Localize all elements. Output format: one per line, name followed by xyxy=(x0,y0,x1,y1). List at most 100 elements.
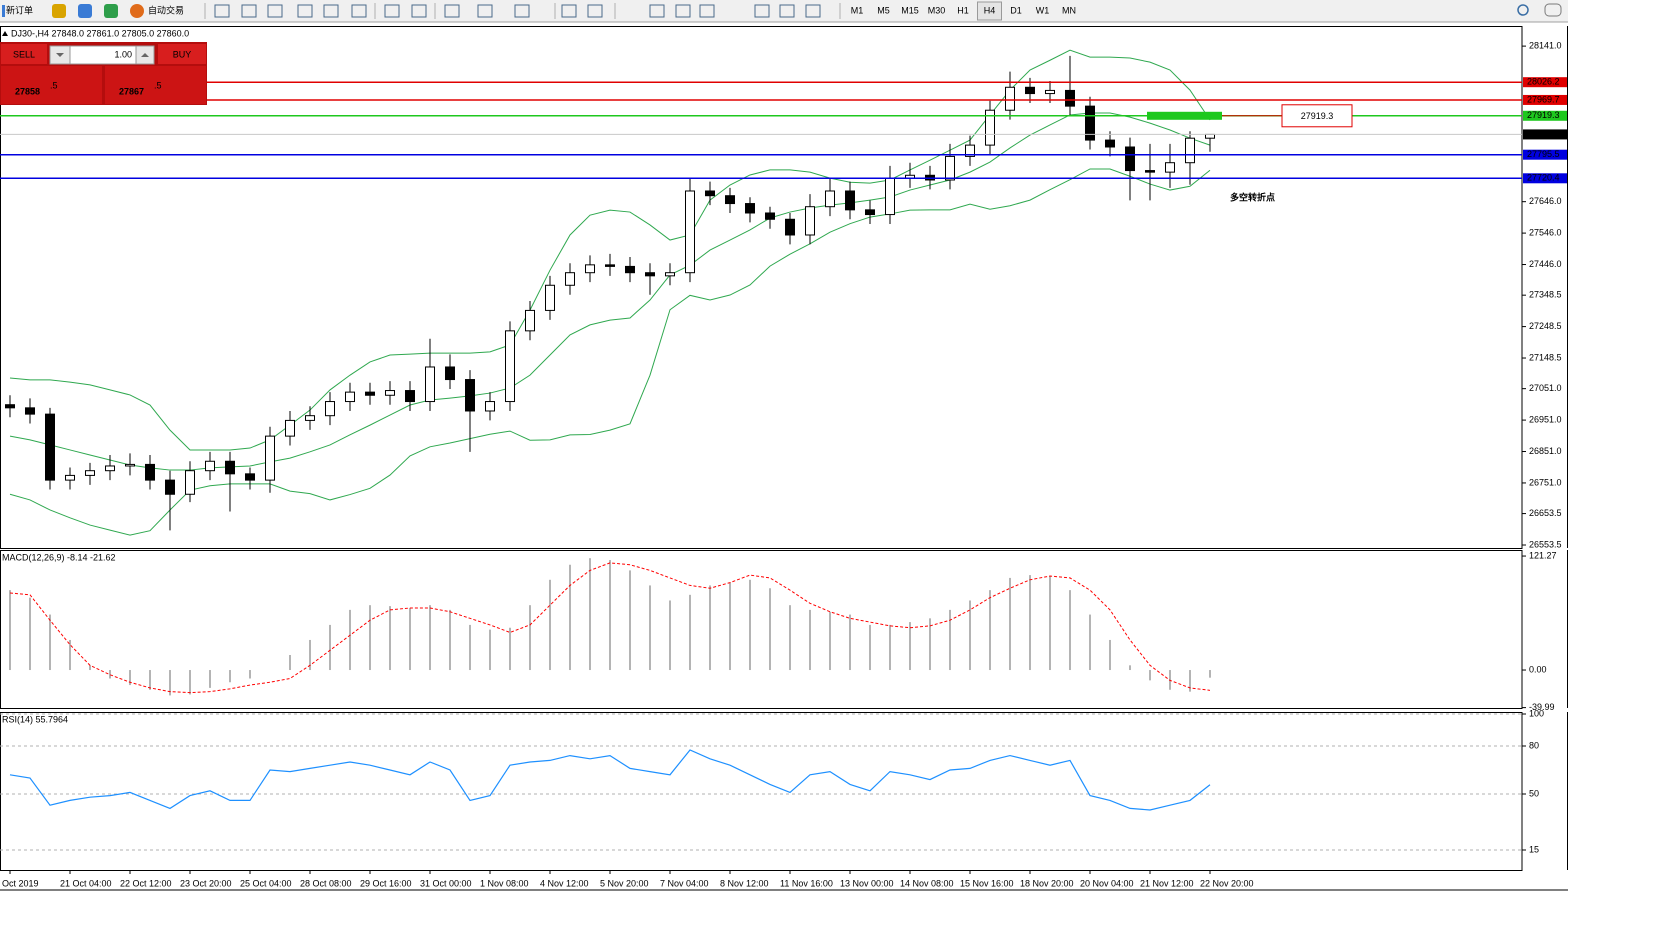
toolbar-icon[interactable] xyxy=(323,4,339,18)
candle-body xyxy=(325,401,335,417)
timeframe-button[interactable]: M15 xyxy=(901,5,919,15)
toolbar-icon[interactable] xyxy=(267,4,283,18)
sell-label[interactable]: SELL xyxy=(13,49,35,59)
toolbar-icon[interactable] xyxy=(214,4,230,18)
y-tick-label: 27546.0 xyxy=(1529,227,1562,237)
candle-body xyxy=(465,379,475,412)
pane-title: RSI(14) 55.7964 xyxy=(2,714,68,724)
new-order-button[interactable]: 新订单 xyxy=(6,4,33,15)
y-tick-label: 26851.0 xyxy=(1529,446,1562,456)
toolbar-icon[interactable] xyxy=(444,4,460,18)
price-level-box xyxy=(1523,149,1567,160)
x-tick-label: 28 Oct 08:00 xyxy=(300,878,352,888)
pane-frame xyxy=(0,550,1523,709)
candle-body xyxy=(205,460,215,472)
candle-body xyxy=(1125,146,1135,172)
price-level-box xyxy=(1523,129,1567,140)
toolbar-icon[interactable] xyxy=(699,4,715,18)
toolbar-icon[interactable] xyxy=(384,4,400,18)
price-level-box xyxy=(1523,94,1567,105)
candle-body xyxy=(165,479,175,495)
toolbar-icon[interactable] xyxy=(675,4,691,18)
toolbar-icon[interactable] xyxy=(104,4,118,18)
timeframe-button[interactable]: MN xyxy=(1062,5,1076,15)
candle-body xyxy=(1145,170,1155,173)
toolbar-icon[interactable] xyxy=(52,4,66,18)
timeframe-button[interactable]: H1 xyxy=(957,5,969,15)
timeframe-button[interactable]: M30 xyxy=(928,5,946,15)
toolbar-icon[interactable] xyxy=(514,4,530,18)
sell-price-tail[interactable]: .5 xyxy=(50,80,58,90)
candle-body xyxy=(445,366,455,381)
buy-button[interactable] xyxy=(158,44,206,64)
timeframe-button[interactable]: D1 xyxy=(1010,5,1022,15)
candle-body xyxy=(1065,89,1075,107)
y-tick-label: 26553.5 xyxy=(1529,539,1562,549)
price-level-box xyxy=(1523,77,1567,88)
candle-body xyxy=(25,407,35,415)
sell-price[interactable]: 27858 xyxy=(15,86,40,96)
timeframe-active xyxy=(977,1,1002,21)
buy-label[interactable]: BUY xyxy=(173,49,192,59)
lot-value[interactable]: 1.00 xyxy=(114,49,132,59)
toolbar-icon[interactable] xyxy=(587,4,603,18)
candle-body xyxy=(485,401,495,412)
candle-body xyxy=(145,463,155,481)
candle-body xyxy=(545,284,555,311)
rsi-line xyxy=(9,749,1211,811)
buy-price-tail[interactable]: .5 xyxy=(154,80,162,90)
lot-down-arrow xyxy=(56,53,64,57)
chat-icon[interactable] xyxy=(1544,3,1562,17)
toolbar-icon[interactable] xyxy=(561,4,577,18)
timeframe-button[interactable]: W1 xyxy=(1036,5,1050,15)
candle-body xyxy=(285,419,295,437)
candle-body xyxy=(785,218,795,236)
callout-box xyxy=(1281,104,1353,128)
candle-body xyxy=(745,203,755,214)
auto-trading-button[interactable]: 自动交易 xyxy=(148,4,184,15)
timeframe-button[interactable]: H4 xyxy=(984,5,996,15)
toolbar-icon[interactable] xyxy=(805,4,821,18)
auto-trading-icon[interactable] xyxy=(130,4,144,18)
sell-button[interactable] xyxy=(1,44,47,64)
candle-body xyxy=(105,465,115,472)
timeframe-button[interactable]: M5 xyxy=(877,5,890,15)
toolbar-icon[interactable] xyxy=(779,4,795,18)
toolbar-icon[interactable] xyxy=(411,4,427,18)
sell-price-box[interactable] xyxy=(1,66,102,104)
y-tick-label: 26653.5 xyxy=(1529,508,1562,518)
x-tick-label: 23 Oct 20:00 xyxy=(180,878,232,888)
new-order-icon[interactable] xyxy=(2,5,5,17)
toolbar-icon[interactable] xyxy=(297,4,313,18)
candle-body xyxy=(5,404,15,409)
x-tick-label: 15 Nov 16:00 xyxy=(960,878,1014,888)
candle-body xyxy=(525,309,535,332)
candle-body xyxy=(345,391,355,403)
candle-body xyxy=(945,155,955,181)
candle-body xyxy=(305,415,315,421)
buy-price[interactable]: 27867 xyxy=(119,86,144,96)
toolbar-icon[interactable] xyxy=(78,4,92,18)
search-icon[interactable] xyxy=(1517,4,1529,16)
level-marker xyxy=(1147,111,1222,120)
candle-body xyxy=(265,435,275,481)
timeframe-button[interactable]: M1 xyxy=(851,5,864,15)
toolbar-icon[interactable] xyxy=(649,4,665,18)
price-level-box xyxy=(1523,110,1567,121)
x-tick-label: 21 Oct 04:00 xyxy=(60,878,112,888)
candle-body xyxy=(625,265,635,274)
x-tick-label: 18 Nov 20:00 xyxy=(1020,878,1074,888)
candle-body xyxy=(885,177,895,216)
toolbar-icon[interactable] xyxy=(477,4,493,18)
buy-price-box[interactable] xyxy=(105,66,206,104)
y-tick-label: 27051.0 xyxy=(1529,383,1562,393)
price-level-label: 27720.4 xyxy=(1527,173,1560,183)
candle-body xyxy=(985,109,995,146)
y-tick-label: 100 xyxy=(1529,708,1544,718)
y-tick-label: 27248.5 xyxy=(1529,321,1562,331)
toolbar-icon[interactable] xyxy=(351,4,367,18)
toolbar-icon[interactable] xyxy=(754,4,770,18)
toolbar-icon[interactable] xyxy=(241,4,257,18)
x-tick-label: 22 Oct 12:00 xyxy=(120,878,172,888)
